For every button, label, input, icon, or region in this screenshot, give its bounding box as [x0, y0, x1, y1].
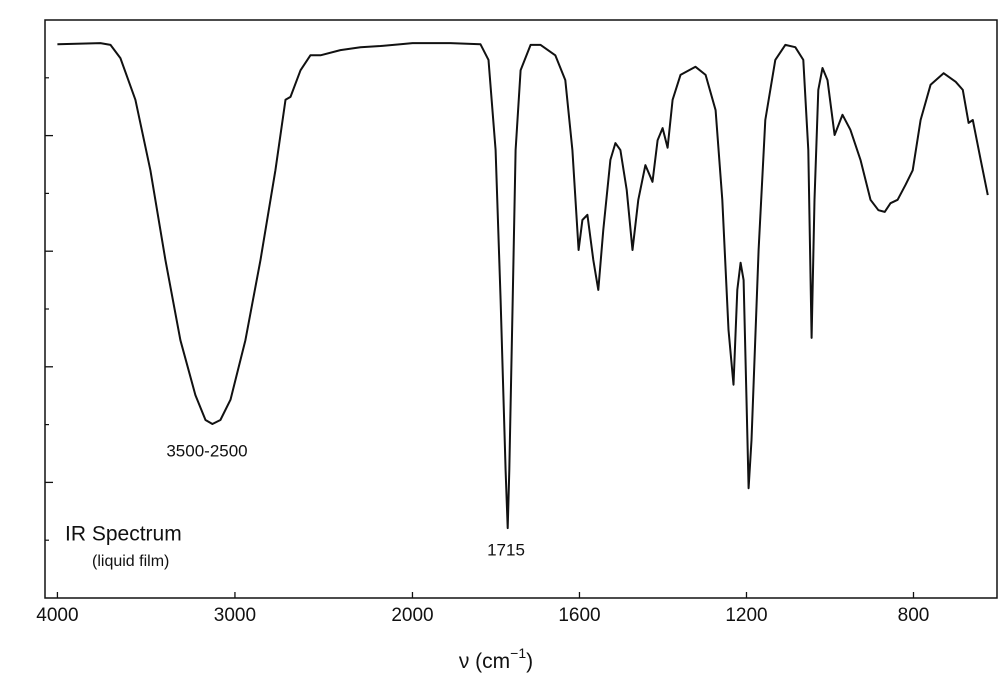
chart-subtitle: (liquid film) [92, 553, 169, 570]
spectrum-line [57, 42, 989, 530]
x-axis-label-part: ) [526, 650, 533, 673]
x-tick-label: 1200 [725, 605, 767, 626]
x-tick-label: 1600 [558, 605, 600, 626]
x-tick-label: 3000 [214, 605, 256, 626]
plot-frame [44, 19, 998, 599]
x-axis-label-part: ν (cm [459, 650, 510, 673]
annotation: 3500-2500 [166, 441, 247, 460]
annotation: 1715 [487, 540, 525, 559]
x-tick-label: 2000 [391, 605, 433, 626]
x-axis-label-sup: −1 [510, 645, 526, 661]
x-axis-label: ν (cm−1) [459, 645, 533, 673]
chart-title: IR Spectrum [65, 523, 182, 546]
x-tick-label: 800 [898, 605, 930, 626]
x-tick-label: 4000 [36, 605, 78, 626]
